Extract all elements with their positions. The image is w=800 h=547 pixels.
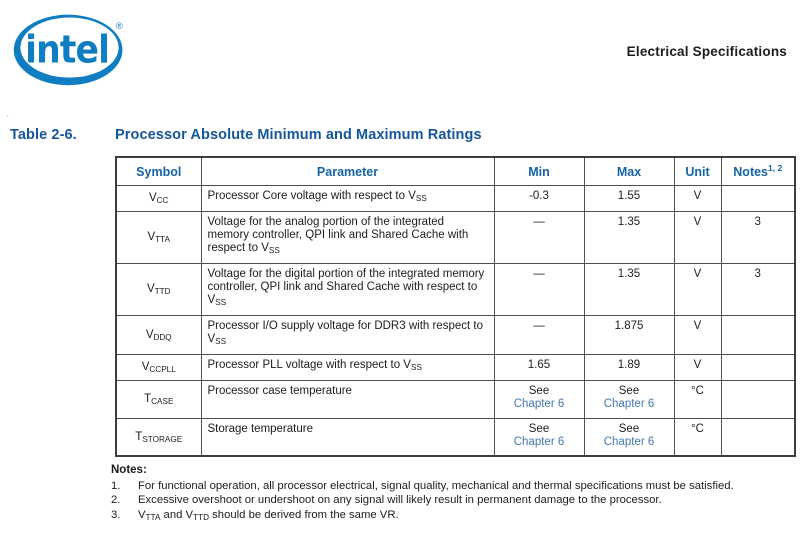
- cell-max: 1.35: [583, 263, 675, 316]
- footnotes: Notes: 1. For functional operation, all p…: [111, 463, 778, 523]
- cell-max: 1.89: [583, 354, 675, 381]
- cell-min: See Chapter 6: [493, 418, 585, 457]
- col-header-notes-superscript: 1, 2: [768, 163, 783, 174]
- cell-parameter: Storage temperature: [200, 418, 495, 457]
- col-header-parameter: Parameter: [200, 156, 495, 186]
- cell-max: 1.35: [583, 211, 675, 264]
- col-header-symbol: Symbol: [115, 156, 202, 186]
- cell-min: -0.3: [493, 185, 585, 212]
- footnote-text: Excessive overshoot or undershoot on any…: [138, 494, 662, 506]
- cell-min: See Chapter 6: [493, 380, 585, 419]
- cell-notes: 3: [720, 211, 796, 264]
- cell-unit: V: [673, 263, 722, 316]
- cell-notes: [720, 315, 796, 355]
- cell-symbol: TCASE: [115, 380, 202, 419]
- cell-notes: 3: [720, 263, 796, 316]
- cell-notes: [720, 354, 796, 381]
- footnote-number: 1.: [111, 479, 121, 492]
- cell-symbol: VCCPLL: [115, 354, 202, 381]
- cell-notes: [720, 418, 796, 457]
- col-header-min: Min: [493, 156, 585, 186]
- intel-logo: intel ®: [8, 8, 132, 90]
- table-caption-text: Processor Absolute Minimum and Maximum R…: [115, 127, 482, 143]
- cell-parameter: Voltage for the digital portion of the i…: [200, 263, 495, 316]
- cell-max: See Chapter 6: [583, 418, 675, 457]
- table-caption: Table 2-6. Processor Absolute Minimum an…: [10, 127, 482, 143]
- chapter-6-link[interactable]: Chapter 6: [513, 436, 565, 448]
- cell-parameter: Voltage for the analog portion of the in…: [200, 211, 495, 264]
- cell-parameter: Processor I/O supply voltage for DDR3 wi…: [200, 315, 495, 355]
- cell-unit: V: [673, 211, 722, 264]
- footnote-number: 3.: [111, 508, 121, 521]
- table-row: VCC Processor Core voltage with respect t…: [115, 185, 796, 212]
- absolute-ratings-table: Symbol Parameter Min Max Unit Notes1, 2 …: [115, 156, 796, 457]
- table-row: VTTD Voltage for the digital portion of t…: [115, 263, 796, 316]
- cell-parameter: Processor PLL voltage with respect to VS…: [200, 354, 495, 381]
- cell-symbol: VTTD: [115, 263, 202, 316]
- col-header-notes: Notes1, 2: [720, 156, 796, 186]
- footnote-text: For functional operation, all processor …: [138, 479, 734, 492]
- footnote-item: 2. Excessive overshoot or undershoot on a…: [111, 493, 778, 508]
- cell-parameter: Processor case temperature: [200, 380, 495, 419]
- registered-mark: ®: [116, 21, 123, 32]
- cell-min: —: [493, 211, 585, 264]
- table-row: VDDQ Processor I/O supply voltage for DDR…: [115, 315, 796, 355]
- chapter-6-link[interactable]: Chapter 6: [603, 436, 655, 448]
- cell-max: 1.55: [583, 185, 675, 212]
- table-row: TCASE Processor case temperature See Chapte…: [115, 380, 796, 419]
- col-header-max: Max: [583, 156, 675, 186]
- cell-symbol: TSTORAGE: [115, 418, 202, 457]
- cell-max: See Chapter 6: [583, 380, 675, 419]
- cell-symbol: VCC: [115, 185, 202, 212]
- intel-logo-text: intel: [25, 27, 109, 71]
- col-header-notes-label: Notes: [733, 165, 769, 180]
- cell-unit: V: [673, 354, 722, 381]
- cell-max: 1.875: [583, 315, 675, 355]
- cell-parameter: Processor Core voltage with respect to V…: [200, 185, 495, 212]
- cell-unit: V: [673, 185, 722, 212]
- cell-unit: °C: [673, 380, 722, 419]
- footnote-item: 3. VTTA and VTTD should be derived from t…: [111, 508, 778, 524]
- footnote-item: 1. For functional operation, all processo…: [111, 479, 778, 494]
- cell-unit: °C: [673, 418, 722, 457]
- cell-min: 1.65: [493, 354, 585, 381]
- intel-logo-swoosh: intel ®: [13, 14, 123, 86]
- cell-notes: [720, 380, 796, 419]
- cell-min: —: [493, 315, 585, 355]
- col-header-unit: Unit: [673, 156, 722, 186]
- cell-notes: [720, 185, 796, 212]
- table-header-row: Symbol Parameter Min Max Unit Notes1, 2: [115, 156, 796, 186]
- footnote-text: VTTA and VTTD should be derived from the…: [138, 508, 399, 522]
- chapter-6-link[interactable]: Chapter 6: [603, 398, 655, 410]
- cell-min: —: [493, 263, 585, 316]
- stray-scan-mark: .: [6, 106, 10, 120]
- cell-unit: V: [673, 315, 722, 355]
- table-caption-label: Table 2-6.: [10, 127, 77, 143]
- table-row: VCCPLL Processor PLL voltage with respect…: [115, 354, 796, 381]
- table-row: VTTA Voltage for the analog portion of th…: [115, 211, 796, 264]
- footnote-number: 2.: [111, 494, 121, 506]
- chapter-6-link[interactable]: Chapter 6: [513, 398, 565, 410]
- section-header: Electrical Specifications: [626, 44, 787, 59]
- cell-symbol: VDDQ: [115, 315, 202, 355]
- cell-symbol: VTTA: [115, 211, 202, 264]
- footnotes-heading: Notes:: [111, 464, 147, 476]
